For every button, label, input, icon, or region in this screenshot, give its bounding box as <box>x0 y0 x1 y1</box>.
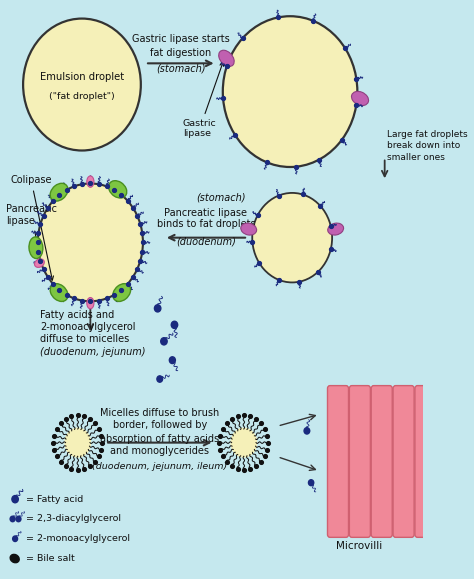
Circle shape <box>171 321 178 328</box>
Ellipse shape <box>328 223 344 235</box>
Text: Emulsion droplet: Emulsion droplet <box>40 72 124 82</box>
Text: smaller ones: smaller ones <box>387 153 445 162</box>
Ellipse shape <box>50 284 68 302</box>
Circle shape <box>13 536 18 541</box>
Circle shape <box>10 516 15 522</box>
Circle shape <box>12 496 18 503</box>
FancyBboxPatch shape <box>349 386 370 537</box>
Text: and monoglycerides: and monoglycerides <box>110 446 209 456</box>
Text: Pancreatic
lipase: Pancreatic lipase <box>6 204 57 254</box>
Text: (stomach): (stomach) <box>196 193 246 203</box>
Circle shape <box>23 19 141 151</box>
Circle shape <box>64 428 91 457</box>
Text: = Fatty acid: = Fatty acid <box>26 494 83 504</box>
Text: Large fat droplets: Large fat droplets <box>387 130 467 138</box>
Circle shape <box>169 357 175 364</box>
Circle shape <box>252 193 332 283</box>
Text: border, followed by: border, followed by <box>113 420 207 430</box>
Circle shape <box>161 338 167 345</box>
Ellipse shape <box>241 223 256 235</box>
Circle shape <box>304 428 310 434</box>
Text: 2-monoacylglycerol: 2-monoacylglycerol <box>40 322 136 332</box>
FancyBboxPatch shape <box>415 386 436 537</box>
Text: Gastric
lipase: Gastric lipase <box>183 62 224 138</box>
Text: fat digestion: fat digestion <box>150 48 211 58</box>
Ellipse shape <box>29 237 43 259</box>
Text: = Bile salt: = Bile salt <box>26 554 75 563</box>
Text: diffuse to micelles: diffuse to micelles <box>40 334 129 344</box>
Ellipse shape <box>352 91 369 105</box>
FancyBboxPatch shape <box>328 386 348 537</box>
Circle shape <box>230 428 257 457</box>
Text: (duodenum, jejunum): (duodenum, jejunum) <box>40 347 146 357</box>
Text: Colipase: Colipase <box>10 175 54 280</box>
Text: = 2,3-diacylglycerol: = 2,3-diacylglycerol <box>26 515 121 523</box>
FancyBboxPatch shape <box>371 386 392 537</box>
Text: absorption of fatty acids: absorption of fatty acids <box>100 434 219 444</box>
Text: binds to fat droplets: binds to fat droplets <box>157 219 255 229</box>
Ellipse shape <box>87 176 94 187</box>
Ellipse shape <box>10 554 19 563</box>
Text: (stomach): (stomach) <box>156 64 206 74</box>
Ellipse shape <box>109 181 127 198</box>
Ellipse shape <box>87 298 94 309</box>
FancyBboxPatch shape <box>393 386 414 537</box>
Ellipse shape <box>219 50 234 67</box>
Text: Pancreatic lipase: Pancreatic lipase <box>164 208 247 218</box>
Text: Gastric lipase starts: Gastric lipase starts <box>132 34 229 44</box>
Ellipse shape <box>113 284 131 302</box>
Text: break down into: break down into <box>387 141 460 151</box>
Circle shape <box>223 16 357 167</box>
Text: Microvilli: Microvilli <box>337 541 383 551</box>
Circle shape <box>155 305 161 312</box>
Circle shape <box>38 184 143 301</box>
Ellipse shape <box>50 184 68 201</box>
Text: Fatty acids and: Fatty acids and <box>40 310 114 320</box>
Text: ("fat droplet"): ("fat droplet") <box>49 92 115 101</box>
Text: Micelles diffuse to brush: Micelles diffuse to brush <box>100 408 219 418</box>
Circle shape <box>309 480 314 486</box>
Text: (duodenum): (duodenum) <box>176 236 236 247</box>
Ellipse shape <box>35 259 44 267</box>
Text: = 2-monoacylglycerol: = 2-monoacylglycerol <box>26 534 130 543</box>
Text: (duodenum, jejunum, ileum): (duodenum, jejunum, ileum) <box>92 461 228 471</box>
Circle shape <box>157 376 163 382</box>
Circle shape <box>16 516 21 522</box>
